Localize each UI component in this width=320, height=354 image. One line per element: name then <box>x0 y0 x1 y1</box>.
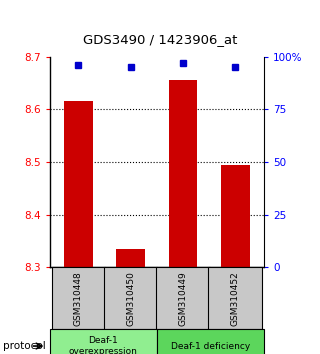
Text: protocol: protocol <box>3 341 46 351</box>
Bar <box>104 267 157 329</box>
Bar <box>169 80 197 267</box>
Text: GSM310449: GSM310449 <box>179 271 188 326</box>
Text: Deaf-1
overexpression: Deaf-1 overexpression <box>69 336 138 354</box>
Text: GDS3490 / 1423906_at: GDS3490 / 1423906_at <box>83 33 237 46</box>
Text: GSM310448: GSM310448 <box>74 271 83 326</box>
Bar <box>221 165 250 267</box>
Bar <box>116 249 145 267</box>
Bar <box>156 267 210 329</box>
Text: Deaf-1 deficiency: Deaf-1 deficiency <box>171 342 250 350</box>
Bar <box>157 329 264 354</box>
Bar <box>208 267 262 329</box>
Bar <box>50 329 157 354</box>
Text: GSM310450: GSM310450 <box>126 271 135 326</box>
Bar <box>64 101 93 267</box>
Text: GSM310452: GSM310452 <box>231 271 240 326</box>
Bar <box>52 267 105 329</box>
